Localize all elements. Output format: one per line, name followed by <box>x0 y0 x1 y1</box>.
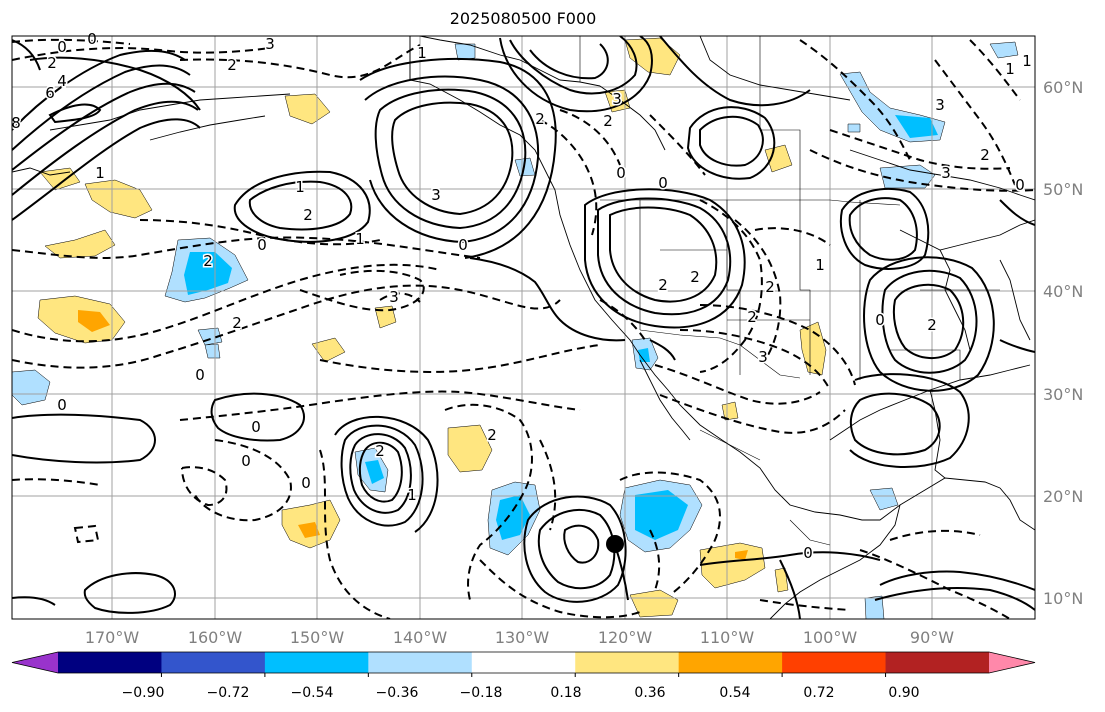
contour-value-label: 1 <box>407 486 417 504</box>
contour-value-label: 8 <box>11 114 21 132</box>
colorbar-tick-label: −0.72 <box>207 685 250 701</box>
contour-value-label: 3 <box>758 348 768 366</box>
contour-value-label: 6 <box>45 84 55 102</box>
lon-label-170w: 170°W <box>85 628 140 647</box>
contour-value-label: 3 <box>431 186 441 204</box>
contour-value-label: 3 <box>265 35 275 53</box>
lat-label-20n: 20°N <box>1043 487 1083 506</box>
contour-value-label: 1 <box>815 256 825 274</box>
colorbar-tick-label: −0.36 <box>376 685 419 701</box>
colorbar-segment <box>471 652 576 673</box>
contour-value-label: 2 <box>927 316 937 334</box>
contour-value-label: 1 <box>1005 60 1015 78</box>
colorbar-segment <box>885 652 990 673</box>
contour-value-label: 1 <box>355 230 365 248</box>
contour-value-label: 2 <box>375 442 385 460</box>
lat-label-50n: 50°N <box>1043 180 1083 199</box>
colorbar-tick-label: 0.18 <box>550 685 581 701</box>
colorbar-segment <box>58 652 162 673</box>
colorbar-tick-label: 0.54 <box>719 685 750 701</box>
contour-value-label: 2 <box>535 110 545 128</box>
colorbar-extend-max <box>989 652 1035 673</box>
colorbar-tick-label: −0.90 <box>122 685 165 701</box>
contour-value-label: 2 <box>690 268 700 286</box>
contour-value-label: 0 <box>251 418 261 436</box>
contour-value-label: 3 <box>935 96 945 114</box>
location-marker <box>606 535 624 553</box>
contour-value-label: 1 <box>295 178 305 196</box>
lon-label-90w: 90°W <box>910 628 954 647</box>
contour-value-label: 4 <box>57 72 67 90</box>
contour-value-label: 0 <box>803 544 813 562</box>
contour-value-label: 3 <box>941 164 951 182</box>
lon-label-130w: 130°W <box>495 628 550 647</box>
colorbar-tick-labels: −0.90 −0.72 −0.54 −0.36 −0.18 0.18 0.36 … <box>122 685 920 701</box>
colorbar-tick-label: 0.36 <box>634 685 665 701</box>
lon-label-160w: 160°W <box>188 628 243 647</box>
colorbar-segment <box>575 652 680 673</box>
lon-label-120w: 120°W <box>598 628 653 647</box>
colorbar-segment <box>264 652 369 673</box>
lon-label-110w: 110°W <box>700 628 755 647</box>
contour-value-label: 1 <box>1022 52 1032 70</box>
contour-value-label: 1 <box>417 44 427 62</box>
colorbar-tick-label: −0.18 <box>460 685 503 701</box>
colorbar-tick-label: −0.54 <box>291 685 334 701</box>
contour-value-label: 2 <box>47 54 57 72</box>
contour-value-label: 2 <box>980 146 990 164</box>
contour-value-label: 3 <box>389 288 399 306</box>
contour-value-label: 0 <box>658 174 668 192</box>
map-title: 2025080500 F000 <box>449 9 597 28</box>
contour-value-label: 0 <box>195 366 205 384</box>
colorbar-segment <box>782 652 887 673</box>
contour-value-label: 0 <box>57 396 67 414</box>
longitude-labels: 170°W 160°W 150°W 140°W 130°W 120°W 110°… <box>85 628 954 647</box>
lat-label-30n: 30°N <box>1043 385 1083 404</box>
colorbar-extend-min <box>12 652 58 673</box>
lat-label-10n: 10°N <box>1043 589 1083 608</box>
lon-label-150w: 150°W <box>290 628 345 647</box>
colorbar-tick-label: 0.90 <box>888 685 919 701</box>
lon-label-100w: 100°W <box>803 628 858 647</box>
contour-value-label: 0 <box>257 236 267 254</box>
contour-value-label: 2 <box>747 308 757 326</box>
latitude-labels: 60°N 50°N 40°N 30°N 20°N 10°N <box>1043 78 1083 608</box>
contour-value-label: 0 <box>301 474 311 492</box>
coastlines <box>12 36 1035 619</box>
contour-value-label: 1 <box>95 164 105 182</box>
lat-label-40n: 40°N <box>1043 282 1083 301</box>
contour-value-label: 2 <box>603 112 613 130</box>
map-frame <box>11 35 1036 620</box>
contour-value-label: 0 <box>87 30 97 48</box>
colorbar-segment <box>161 652 266 673</box>
colorbar-segment <box>678 652 783 673</box>
contour-value-label: 2 <box>232 314 242 332</box>
lon-label-140w: 140°W <box>393 628 448 647</box>
contour-value-label: 0 <box>1015 176 1025 194</box>
contour-value-label: 2 <box>765 278 775 296</box>
positive-anomaly-core <box>78 310 748 560</box>
colorbar-tick-label: 0.72 <box>803 685 834 701</box>
contour-value-label: 2 <box>203 252 213 270</box>
negative-contours <box>12 38 1035 619</box>
contour-value-label: 0 <box>57 38 67 56</box>
contour-value-label: 0 <box>458 236 468 254</box>
contour-value-label: 3 <box>612 90 622 108</box>
contour-value-label: 2 <box>487 426 497 444</box>
contour-value-label: 2 <box>303 206 313 224</box>
contour-value-label: 0 <box>616 164 626 182</box>
contour-value-label: 2 <box>658 276 668 294</box>
lat-label-60n: 60°N <box>1043 78 1083 97</box>
colorbar-segment <box>368 652 473 673</box>
colorbar-outline <box>11 651 1036 674</box>
colorbar <box>11 651 1036 677</box>
contour-value-label: 2 <box>227 56 237 74</box>
contour-value-label: 0 <box>241 452 251 470</box>
contour-value-label: 0 <box>875 311 885 329</box>
positive-contours <box>12 36 1035 619</box>
